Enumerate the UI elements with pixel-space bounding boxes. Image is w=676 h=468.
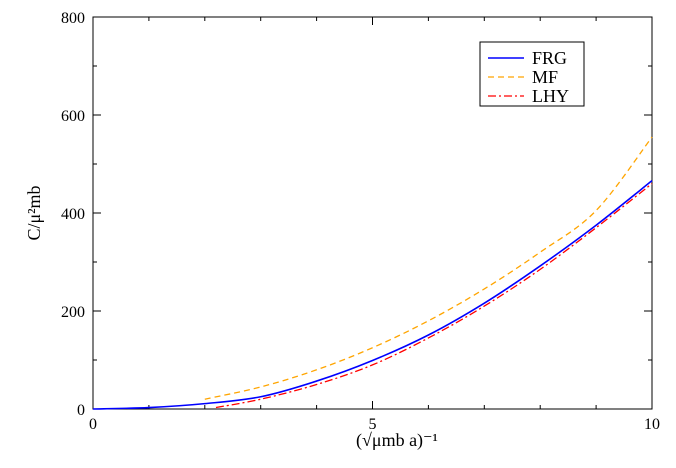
y-tick-label: 800 [61, 10, 85, 27]
y-tick-label: 600 [61, 108, 85, 125]
series-line-lhy [215, 183, 653, 409]
legend-box [479, 41, 585, 107]
legend-label-mf: MF [532, 67, 558, 87]
x-axis-label: (√μmb a)⁻¹ [356, 430, 438, 451]
series-line-frg [92, 180, 653, 410]
series-line-mf [204, 136, 653, 400]
x-tick-label: 10 [644, 416, 660, 433]
axis-ticks: 0 5 10 0 200 400 600 800 [61, 10, 660, 433]
legend-label-lhy: LHY [532, 86, 569, 106]
series-lines [92, 136, 653, 410]
y-axis-label: C/μ²mb [24, 185, 44, 240]
x-tick-label: 5 [369, 416, 377, 433]
y-tick-label: 400 [61, 206, 85, 223]
y-tick-label: 200 [61, 304, 85, 321]
y-tick-label: 0 [77, 402, 85, 419]
x-tick-label: 0 [89, 416, 97, 433]
legend-label-frg: FRG [532, 48, 567, 68]
